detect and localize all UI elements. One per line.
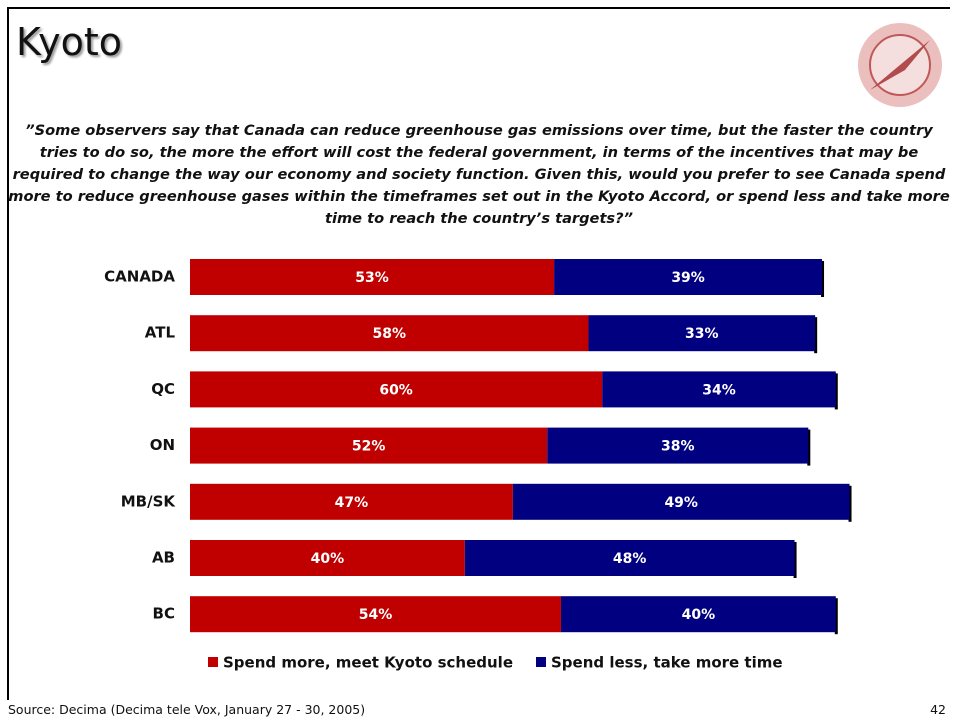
value-label: 52%: [352, 439, 386, 455]
bar-segment: [190, 596, 561, 633]
bar-shadow: [834, 373, 838, 410]
legend-swatch: [208, 657, 218, 667]
value-label: 60%: [379, 382, 413, 398]
compass-icon: [858, 23, 942, 107]
bar-segment: [547, 427, 809, 464]
value-label: 39%: [671, 270, 705, 286]
source-note: Source: Decima (Decima tele Vox, January…: [8, 702, 366, 717]
category-label: ATL: [145, 324, 176, 342]
legend-label: Spend more, meet Kyoto schedule: [223, 654, 513, 672]
value-label: 40%: [311, 551, 345, 567]
slide-frame: [7, 7, 950, 700]
category-label: AB: [152, 549, 175, 567]
question-text: ”Some observers say that Canada can redu…: [8, 122, 950, 227]
bar-segment: [588, 315, 816, 352]
value-label: 53%: [355, 270, 389, 286]
category-label: ON: [150, 436, 175, 454]
category-label: BC: [153, 605, 175, 623]
category-label: MB/SK: [121, 492, 177, 510]
bar-segment: [602, 371, 836, 408]
legend-label: Spend less, take more time: [551, 654, 783, 672]
bar-shadow: [821, 261, 825, 297]
bar-shadow: [848, 485, 852, 522]
value-label: 40%: [682, 607, 716, 623]
value-label: 38%: [661, 439, 695, 455]
category-label: CANADA: [104, 268, 175, 286]
bar-segment: [190, 540, 465, 576]
bar-shadow: [814, 317, 818, 354]
value-label: 33%: [685, 326, 719, 342]
value-label: 54%: [359, 607, 393, 623]
value-label: 34%: [702, 382, 736, 398]
category-label: QC: [151, 380, 175, 398]
bar-segment: [554, 259, 823, 295]
value-label: 58%: [372, 326, 406, 342]
value-label: 47%: [335, 495, 369, 511]
legend-swatch: [536, 657, 546, 667]
bar-segment: [190, 427, 548, 464]
bar-shadow: [793, 542, 797, 578]
value-label: 49%: [664, 495, 698, 511]
bar-segment: [512, 483, 850, 520]
bar-shadow: [834, 598, 838, 635]
bar-shadow: [807, 429, 811, 466]
bar-segment: [190, 259, 555, 295]
slide-title: Kyoto: [16, 20, 123, 64]
bar-segment: [464, 540, 795, 576]
bar-segment: [190, 371, 603, 408]
page-number: 42: [930, 702, 946, 717]
bar-segment: [190, 315, 589, 352]
bar-segment: [560, 596, 836, 633]
value-label: 48%: [613, 551, 647, 567]
bar-segment: [190, 483, 513, 520]
